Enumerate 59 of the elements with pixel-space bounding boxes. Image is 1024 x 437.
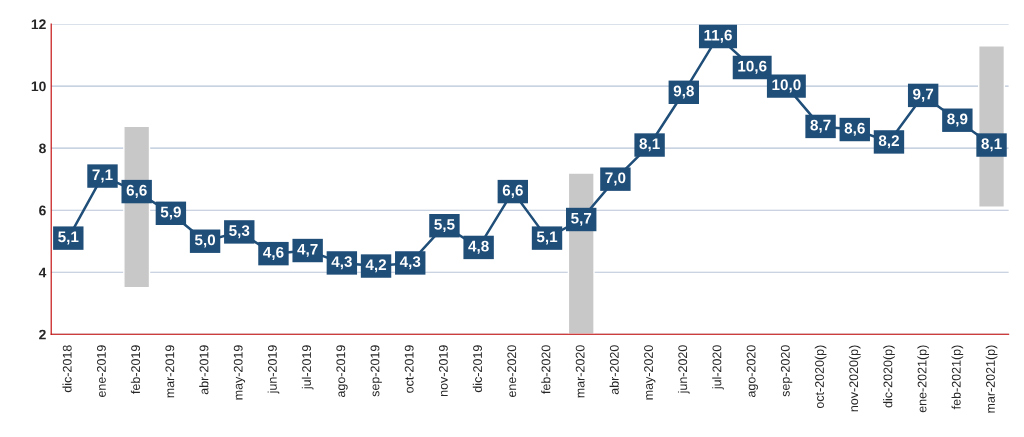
data-label: 9,8 [673,85,694,99]
data-label: 8,2 [878,135,899,149]
x-tick-label: may-2020 [644,345,656,400]
x-tick-label: mar-2021(p) [985,345,998,413]
x-tick-label: nov-2019 [438,345,448,397]
data-label: 7,1 [92,169,113,183]
data-label: 5,0 [194,234,216,248]
x-tick-label: sep-2019 [370,345,382,397]
data-label: 4,3 [331,256,352,270]
data-label: 4,6 [263,246,284,260]
data-label: 6,6 [502,184,523,198]
x-tick-label: dic-2019 [472,345,482,393]
x-tick-label: jun-2019 [267,345,280,394]
x-tick-label: dic-2018 [62,345,72,393]
data-label: 5,5 [434,219,455,233]
x-tick-label: mar-2019 [165,345,175,398]
x-tick-label: feb-2019 [130,345,141,394]
x-tick-label: feb-2021(p) [951,345,964,410]
x-tick-label: jul-2020 [712,345,724,390]
x-tick-label: ene-2020 [507,345,517,398]
y-tick-label: 4 [38,267,47,278]
x-tick-label: dic-2020(p) [883,345,895,408]
data-label: 4,7 [297,243,318,257]
data-label: 7,0 [605,172,626,186]
data-label: 4,8 [468,240,489,254]
y-tick-label: 12 [31,19,46,30]
data-label: 8,9 [947,113,968,127]
y-tick-label: 2 [39,329,46,340]
data-label: 8,6 [844,122,865,136]
x-tick-label: ene-2021(p) [917,345,929,413]
data-label: 5,1 [58,231,79,245]
x-tick-label: feb-2020 [541,345,551,394]
data-label: 6,6 [126,184,147,198]
y-tick-label: 8 [39,143,46,154]
x-tick-label: oct-2020(p) [814,345,827,409]
x-tick-label: may-2019 [233,345,246,400]
y-tick-label: 10 [31,81,46,92]
data-label: 5,7 [571,212,592,226]
x-tick-label: jul-2019 [301,345,314,390]
x-tick-label: jun-2020 [677,345,690,394]
x-tick-label: abr-2019 [199,345,209,395]
x-tick-label: sep-2020 [780,345,793,397]
data-label: 4,2 [365,259,387,273]
x-tick-label: mar-2020 [575,345,585,398]
data-label: 8,7 [810,119,831,133]
x-tick-label: ago-2020 [746,345,759,398]
data-label: 5,3 [229,225,250,239]
data-label: 8,1 [639,138,660,152]
x-tick-label: oct-2019 [404,345,414,393]
y-tick-label: 6 [39,205,46,216]
x-tick-label: abr-2020 [609,345,619,395]
data-label: 5,9 [160,206,181,220]
data-label: 5,1 [536,231,558,245]
x-tick-label: ene-2019 [97,345,106,398]
x-tick-label: nov-2020(p) [848,345,861,412]
data-label: 9,7 [913,88,934,102]
x-tick-label: ago-2019 [336,345,348,398]
data-label: 8,1 [981,138,1002,152]
data-label: 4,3 [399,256,421,270]
